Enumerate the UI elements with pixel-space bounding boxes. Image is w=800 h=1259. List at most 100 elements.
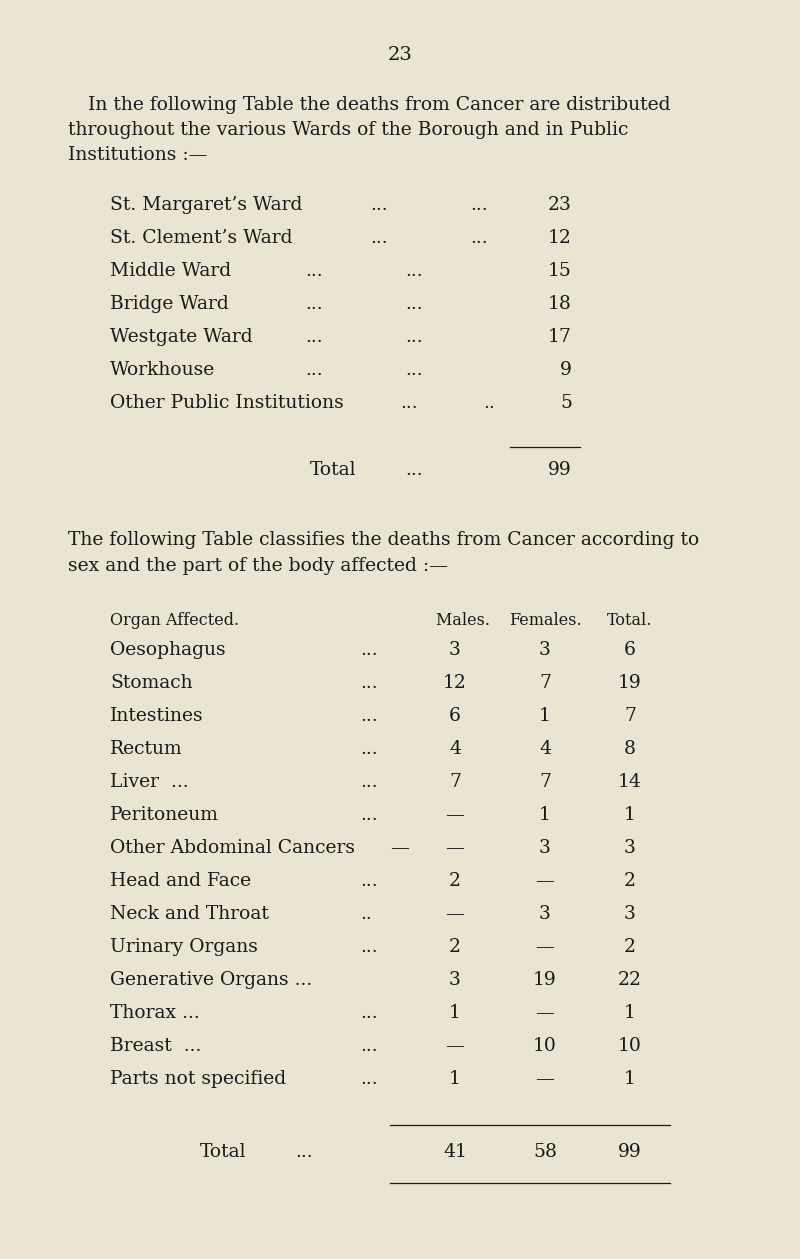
- Text: ...: ...: [305, 295, 322, 313]
- Text: throughout the various Wards of the Borough and in Public: throughout the various Wards of the Boro…: [68, 121, 628, 138]
- Text: —: —: [390, 838, 409, 857]
- Text: ...: ...: [400, 394, 418, 412]
- Text: Females.: Females.: [509, 612, 582, 630]
- Text: 3: 3: [449, 971, 461, 990]
- Text: 1: 1: [449, 1003, 461, 1022]
- Text: ...: ...: [405, 361, 422, 379]
- Text: ...: ...: [360, 1070, 378, 1088]
- Text: 22: 22: [618, 971, 642, 990]
- Text: —: —: [446, 806, 465, 823]
- Text: 4: 4: [449, 740, 461, 758]
- Text: —: —: [446, 838, 465, 857]
- Text: ...: ...: [360, 674, 378, 692]
- Text: Total: Total: [200, 1143, 246, 1161]
- Text: In the following Table the deaths from Cancer are distributed: In the following Table the deaths from C…: [88, 96, 670, 115]
- Text: 2: 2: [624, 938, 636, 956]
- Text: Institutions :—: Institutions :—: [68, 146, 207, 164]
- Text: Rectum: Rectum: [110, 740, 182, 758]
- Text: Generative Organs ...: Generative Organs ...: [110, 971, 312, 990]
- Text: Parts not specified: Parts not specified: [110, 1070, 286, 1088]
- Text: 15: 15: [548, 262, 572, 279]
- Text: ...: ...: [360, 1003, 378, 1022]
- Text: Workhouse: Workhouse: [110, 361, 215, 379]
- Text: 3: 3: [449, 641, 461, 658]
- Text: 3: 3: [539, 641, 551, 658]
- Text: 18: 18: [548, 295, 572, 313]
- Text: Liver  ...: Liver ...: [110, 773, 189, 791]
- Text: ...: ...: [405, 329, 422, 346]
- Text: 7: 7: [539, 773, 551, 791]
- Text: 6: 6: [449, 708, 461, 725]
- Text: Thorax ...: Thorax ...: [110, 1003, 200, 1022]
- Text: Peritoneum: Peritoneum: [110, 806, 219, 823]
- Text: —: —: [535, 938, 554, 956]
- Text: ..: ..: [483, 394, 494, 412]
- Text: 58: 58: [533, 1143, 557, 1161]
- Text: ...: ...: [360, 708, 378, 725]
- Text: Westgate Ward: Westgate Ward: [110, 329, 253, 346]
- Text: 1: 1: [624, 806, 636, 823]
- Text: ...: ...: [470, 229, 488, 247]
- Text: 7: 7: [624, 708, 636, 725]
- Text: Stomach: Stomach: [110, 674, 193, 692]
- Text: 3: 3: [539, 838, 551, 857]
- Text: 9: 9: [560, 361, 572, 379]
- Text: —: —: [535, 872, 554, 890]
- Text: 1: 1: [624, 1070, 636, 1088]
- Text: Bridge Ward: Bridge Ward: [110, 295, 229, 313]
- Text: ...: ...: [295, 1143, 313, 1161]
- Text: ...: ...: [405, 461, 422, 478]
- Text: 99: 99: [618, 1143, 642, 1161]
- Text: 23: 23: [387, 47, 413, 64]
- Text: 2: 2: [624, 872, 636, 890]
- Text: 10: 10: [533, 1037, 557, 1055]
- Text: 1: 1: [539, 708, 551, 725]
- Text: Urinary Organs: Urinary Organs: [110, 938, 258, 956]
- Text: Total.: Total.: [607, 612, 653, 630]
- Text: Intestines: Intestines: [110, 708, 204, 725]
- Text: Neck and Throat: Neck and Throat: [110, 905, 269, 923]
- Text: 99: 99: [548, 461, 572, 478]
- Text: ...: ...: [360, 773, 378, 791]
- Text: ..: ..: [360, 905, 372, 923]
- Text: 8: 8: [624, 740, 636, 758]
- Text: 4: 4: [539, 740, 551, 758]
- Text: 19: 19: [533, 971, 557, 990]
- Text: Head and Face: Head and Face: [110, 872, 251, 890]
- Text: 5: 5: [560, 394, 572, 412]
- Text: Total: Total: [310, 461, 357, 478]
- Text: ...: ...: [405, 262, 422, 279]
- Text: 17: 17: [548, 329, 572, 346]
- Text: sex and the part of the body affected :—: sex and the part of the body affected :—: [68, 556, 448, 575]
- Text: 12: 12: [548, 229, 572, 247]
- Text: St. Clement’s Ward: St. Clement’s Ward: [110, 229, 293, 247]
- Text: Breast  ...: Breast ...: [110, 1037, 202, 1055]
- Text: 12: 12: [443, 674, 467, 692]
- Text: 7: 7: [539, 674, 551, 692]
- Text: ...: ...: [305, 329, 322, 346]
- Text: ...: ...: [470, 196, 488, 214]
- Text: ...: ...: [360, 806, 378, 823]
- Text: 2: 2: [449, 938, 461, 956]
- Text: —: —: [446, 1037, 465, 1055]
- Text: —: —: [535, 1003, 554, 1022]
- Text: Organ Affected.: Organ Affected.: [110, 612, 239, 630]
- Text: 23: 23: [548, 196, 572, 214]
- Text: Males.: Males.: [420, 612, 490, 630]
- Text: 41: 41: [443, 1143, 467, 1161]
- Text: 2: 2: [449, 872, 461, 890]
- Text: The following Table classifies the deaths from Cancer according to: The following Table classifies the death…: [68, 531, 699, 549]
- Text: 1: 1: [539, 806, 551, 823]
- Text: 14: 14: [618, 773, 642, 791]
- Text: —: —: [535, 1070, 554, 1088]
- Text: 6: 6: [624, 641, 636, 658]
- Text: —: —: [446, 905, 465, 923]
- Text: ...: ...: [360, 872, 378, 890]
- Text: ...: ...: [370, 229, 388, 247]
- Text: 19: 19: [618, 674, 642, 692]
- Text: 3: 3: [539, 905, 551, 923]
- Text: Middle Ward: Middle Ward: [110, 262, 231, 279]
- Text: 7: 7: [449, 773, 461, 791]
- Text: 3: 3: [624, 905, 636, 923]
- Text: ...: ...: [405, 295, 422, 313]
